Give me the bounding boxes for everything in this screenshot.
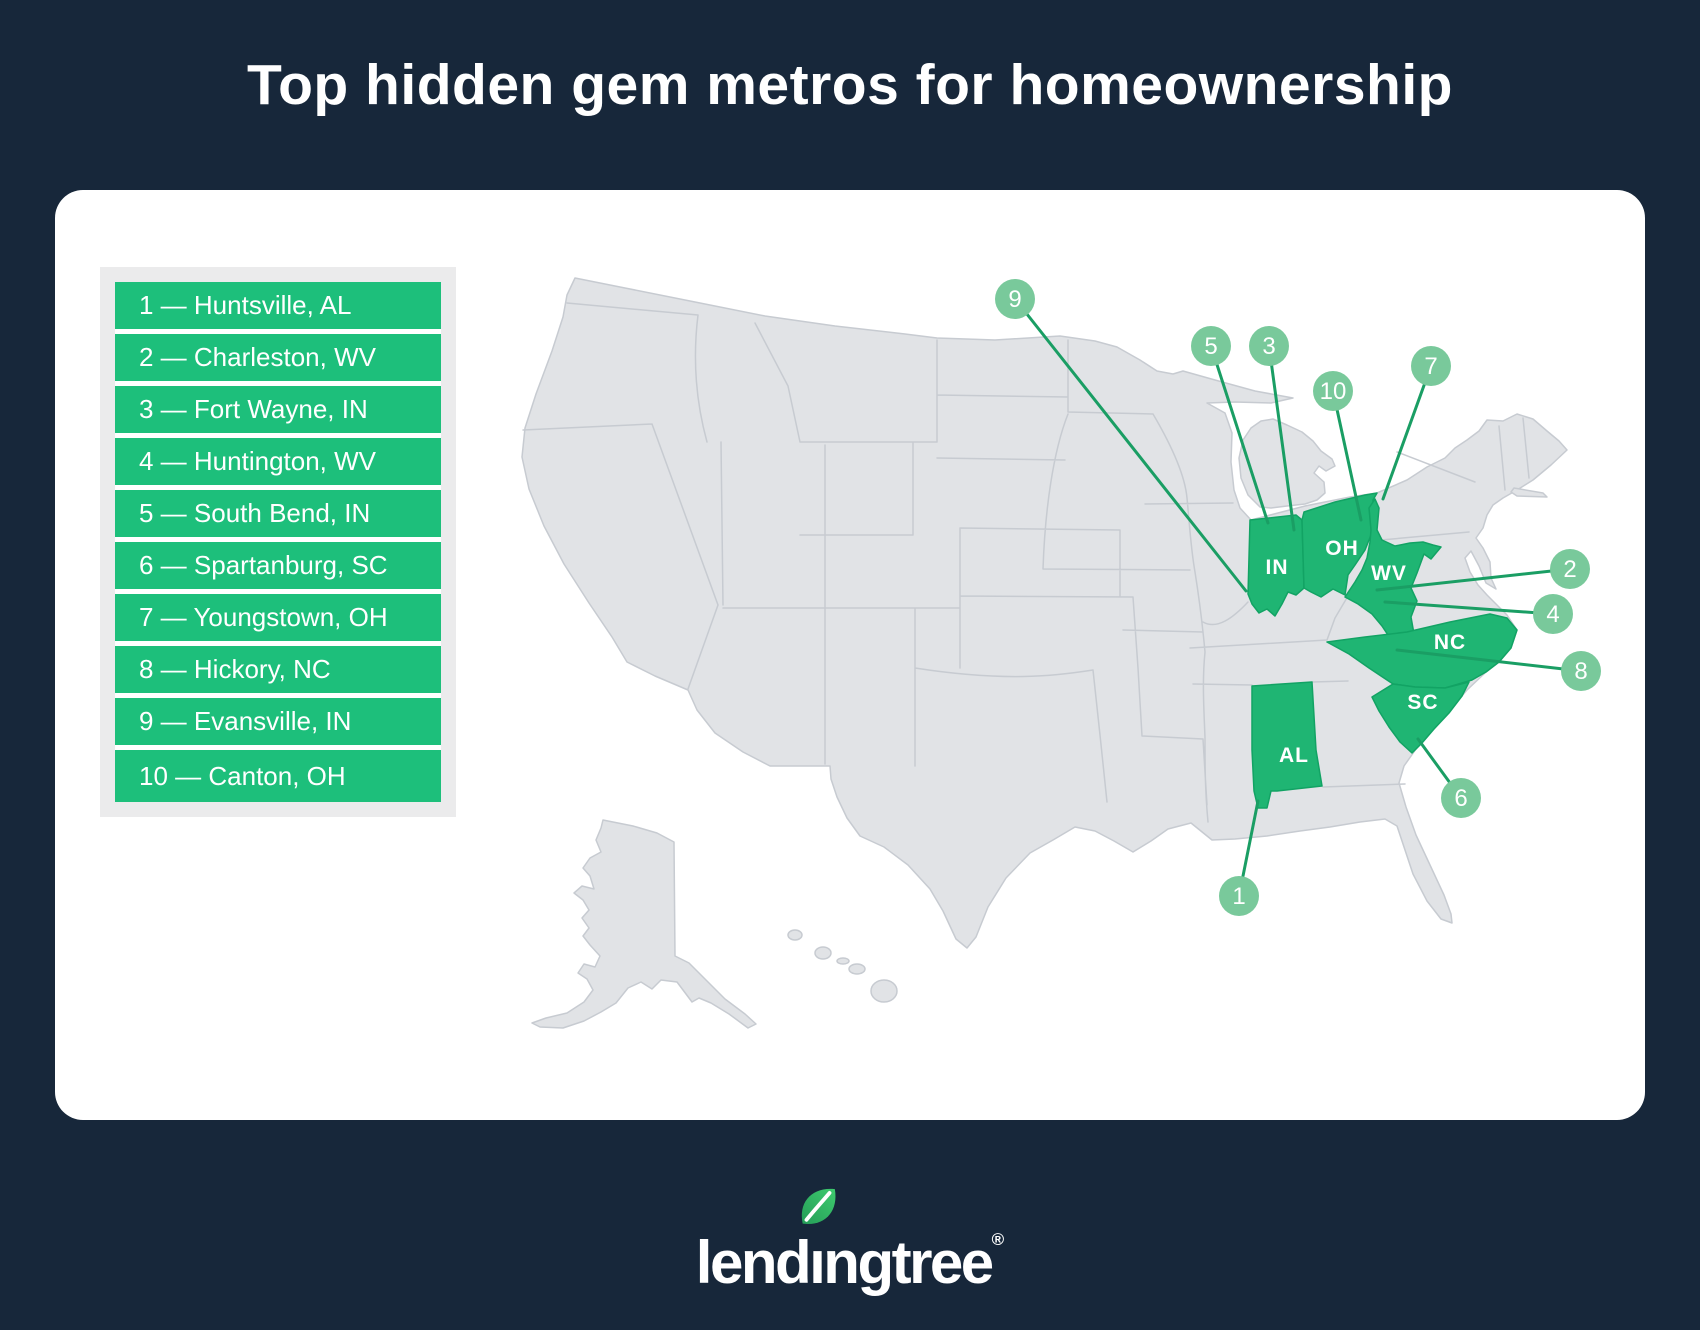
state-label-al: AL [1279, 744, 1309, 767]
logo-text-i: ı [809, 1229, 826, 1296]
infographic-card: 1 2 3 4 5 6 7 8 [55, 190, 1645, 1120]
state-label-oh: OH [1325, 537, 1359, 560]
alaska-shape [531, 819, 757, 1029]
hawaii-islands [787, 929, 898, 1003]
leader-line-10 [1331, 389, 1363, 522]
legend-item-2: 2 — Charleston, WV [115, 334, 441, 386]
state-south-carolina [1371, 681, 1470, 754]
legend-item-5: 5 — South Bend, IN [115, 490, 441, 542]
page-title: Top hidden gem metros for homeownership [246, 53, 1453, 117]
us-map: 1 2 3 4 5 6 7 8 [521, 277, 1601, 1029]
legend-item-3: 3 — Fort Wayne, IN [115, 386, 441, 438]
svg-text:1: 1 [1232, 883, 1245, 910]
svg-text:5: 5 [1204, 333, 1217, 360]
legend-item-1: 1 — Huntsville, AL [115, 282, 441, 334]
leader-line-8 [1395, 648, 1583, 673]
state-borders [522, 302, 1530, 823]
state-label-sc: SC [1407, 691, 1438, 714]
leader-line-7 [1381, 364, 1433, 501]
map-marker-5: 5 [1191, 326, 1231, 366]
long-island-shape [1510, 487, 1548, 498]
legend-item-8: 8 — Hickory, NC [115, 646, 441, 698]
map-marker-2: 2 [1550, 549, 1590, 589]
map-marker-3: 3 [1249, 326, 1289, 366]
michigan-shape [1238, 418, 1336, 509]
svg-text:4: 4 [1546, 601, 1559, 628]
logo-text-post: ngtree [823, 1229, 994, 1296]
legend-item-10: 10 — Canton, OH [115, 750, 441, 802]
svg-text:3: 3 [1262, 333, 1275, 360]
map-marker-8: 8 [1561, 651, 1601, 691]
leaf-icon [801, 1188, 836, 1225]
map-marker-7: 7 [1411, 346, 1451, 386]
leader-line-3 [1267, 344, 1296, 532]
leader-line-9 [1013, 297, 1248, 593]
map-marker-4: 4 [1533, 594, 1573, 634]
svg-text:7: 7 [1424, 353, 1437, 380]
logo-text-pre: lend [695, 1229, 812, 1296]
map-marker-6: 6 [1441, 778, 1481, 818]
legend-item-6: 6 — Spartanburg, SC [115, 542, 441, 594]
leader-line-5 [1209, 344, 1270, 525]
svg-text:9: 9 [1008, 286, 1021, 313]
svg-text:8: 8 [1574, 658, 1587, 685]
svg-text:2: 2 [1563, 556, 1576, 583]
svg-text:6: 6 [1454, 785, 1467, 812]
registered-mark: ® [991, 1230, 1005, 1249]
svg-text:10: 10 [1320, 378, 1347, 405]
map-marker-10: 10 [1313, 371, 1353, 411]
state-alabama [1251, 681, 1323, 809]
map-marker-9: 9 [995, 279, 1035, 319]
legend-item-4: 4 — Huntington, WV [115, 438, 441, 490]
state-label-wv: WV [1371, 562, 1407, 585]
map-marker-1: 1 [1219, 876, 1259, 916]
legend-item-7: 7 — Youngstown, OH [115, 594, 441, 646]
leader-line-4 [1383, 600, 1555, 616]
state-label-in: IN [1266, 556, 1289, 579]
footer: lendı ngtree® [0, 1178, 1700, 1297]
state-ohio [1301, 492, 1378, 598]
state-label-nc: NC [1434, 631, 1466, 654]
lendingtree-logo: lendı ngtree® [696, 1178, 1004, 1297]
legend-panel: 1 — Huntsville, AL 2 — Charleston, WV 3 … [100, 267, 456, 817]
legend-item-9: 9 — Evansville, IN [115, 698, 441, 750]
leader-line-2 [1375, 567, 1572, 592]
